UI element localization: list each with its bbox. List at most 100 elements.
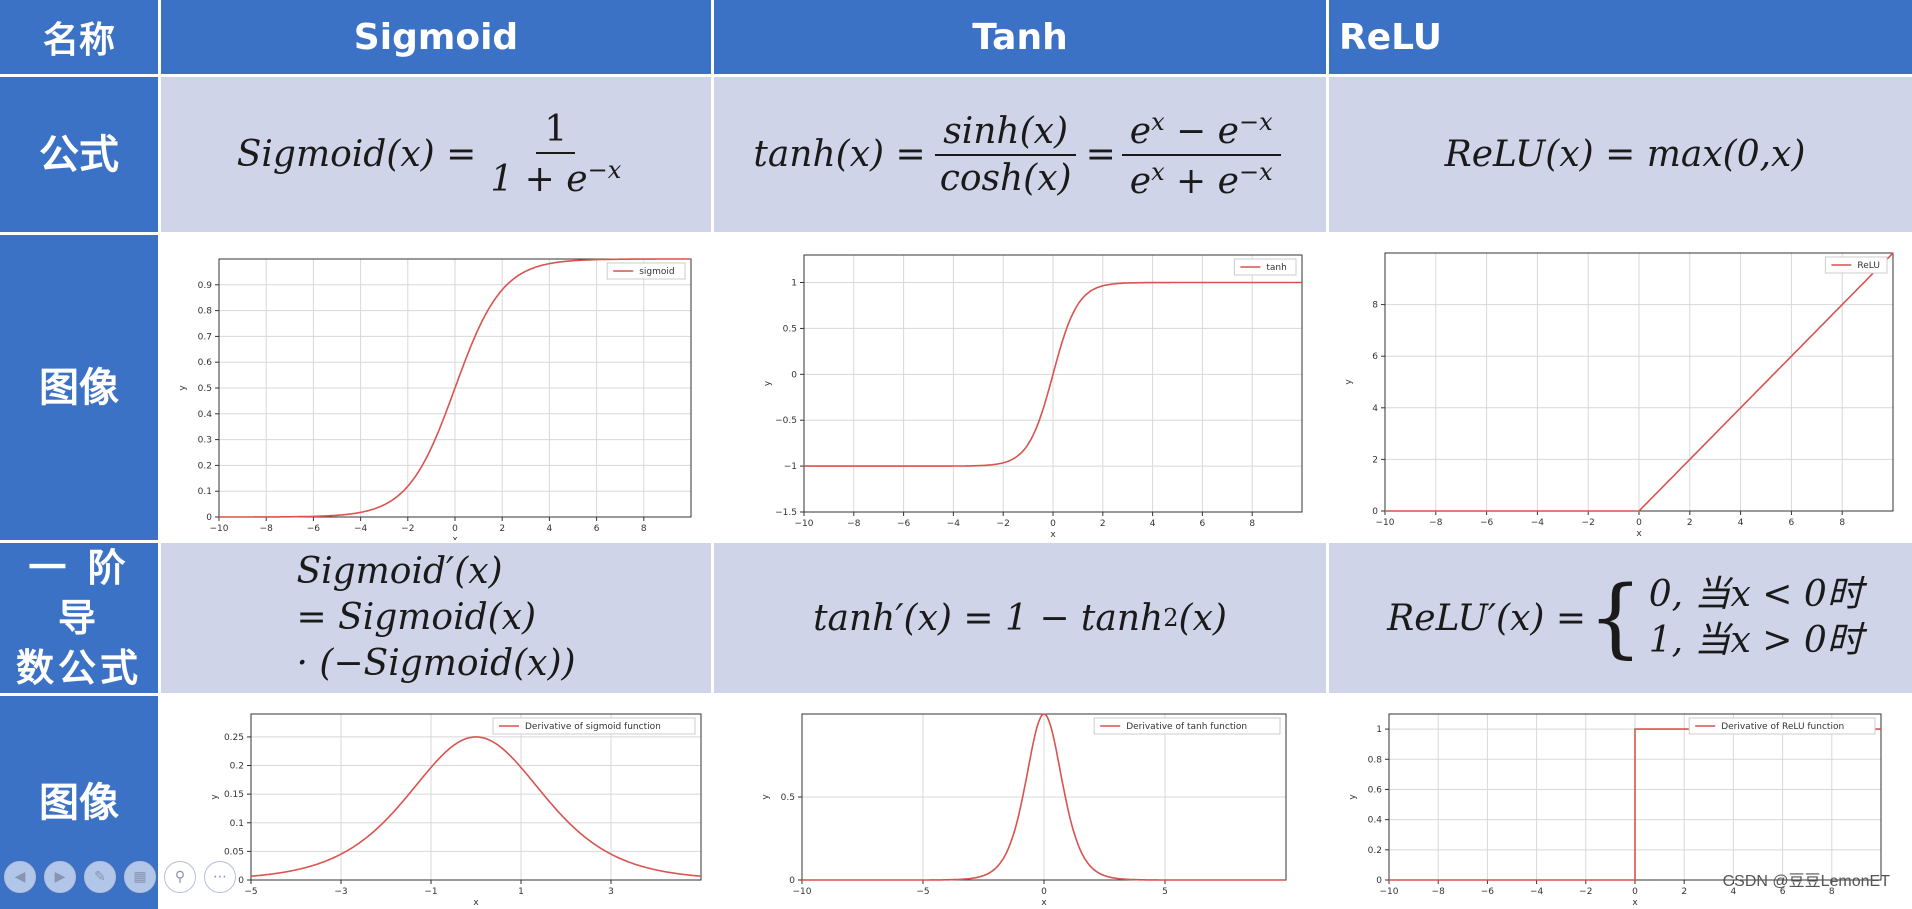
- y-axis-label: y: [763, 380, 773, 386]
- sigmoid-derivative-line2: = Sigmoid(x): [296, 595, 536, 641]
- x-tick-label: −10: [210, 524, 229, 534]
- relu-derivative-cases: 0, 当x < 0时 1, 当x > 0时: [1649, 572, 1863, 664]
- x-tick-label: 0: [452, 524, 458, 534]
- y-tick-label: 0.15: [224, 790, 244, 800]
- tanh-f2-den-a: e: [1130, 161, 1151, 202]
- y-tick-label: 0.6: [1368, 785, 1383, 795]
- tanh-f2-num-a: e: [1130, 111, 1151, 152]
- sigmoid-formula-denominator: 1 + e−x: [482, 154, 629, 200]
- tanh-f1-numerator: sinh(x): [935, 111, 1076, 156]
- y-tick-label: −0.5: [775, 416, 797, 426]
- x-tick-label: 1: [518, 887, 524, 897]
- y-tick-label: 0: [791, 370, 797, 380]
- sigmoid-den-base: 1 + e: [490, 159, 587, 200]
- row-label-derivative-line1: 一 阶 导: [0, 543, 158, 643]
- x-tick-label: −8: [1432, 887, 1446, 897]
- x-axis-label: x: [1636, 529, 1642, 539]
- zoom-button[interactable]: ⚲: [164, 861, 196, 893]
- x-tick-label: −10: [1376, 518, 1395, 528]
- row-label-formula: 公式: [0, 77, 158, 232]
- y-tick-label: 0.2: [198, 461, 212, 471]
- y-axis-label: y: [210, 794, 220, 800]
- x-tick-label: 2: [1100, 519, 1106, 529]
- pen-tool-button[interactable]: ✎: [84, 861, 116, 893]
- x-tick-label: 8: [641, 524, 647, 534]
- y-tick-label: 0: [789, 876, 795, 886]
- x-tick-label: 0: [1050, 519, 1056, 529]
- dsigmoid-curve: [251, 737, 701, 876]
- x-tick-label: −2: [401, 524, 414, 534]
- tanh-f2-num-b-exp: −x: [1239, 108, 1273, 136]
- x-tick-label: −4: [1531, 518, 1545, 528]
- relu-derivative-case1: 0, 当x < 0时: [1649, 572, 1863, 618]
- x-tick-label: −2: [1579, 887, 1592, 897]
- x-axis-label: x: [473, 898, 479, 908]
- relu-derivative-case2: 1, 当x > 0时: [1649, 618, 1863, 664]
- x-axis-label: x: [1632, 898, 1638, 908]
- y-tick-label: 0.1: [230, 819, 244, 829]
- row-label-derivative: 一 阶 导 数公式: [0, 543, 158, 693]
- x-tick-label: −5: [244, 887, 257, 897]
- y-tick-label: 6: [1372, 352, 1378, 362]
- sigmoid-formula-fraction: 1 1 + e−x: [482, 109, 629, 200]
- y-tick-label: 4: [1372, 404, 1378, 414]
- x-tick-label: 8: [1839, 518, 1845, 528]
- y-tick-label: 8: [1372, 301, 1378, 311]
- x-tick-label: −4: [354, 524, 368, 534]
- tanh-formula-equals: =: [1086, 134, 1116, 175]
- x-axis-label: x: [452, 535, 458, 540]
- y-tick-label: 0.5: [781, 793, 795, 803]
- y-axis-label: y: [761, 794, 771, 800]
- y-tick-label: 0.6: [198, 358, 213, 368]
- legend-label: Derivative of ReLU function: [1721, 722, 1844, 732]
- x-axis-label: x: [1050, 530, 1056, 540]
- x-tick-label: 2: [499, 524, 505, 534]
- x-tick-label: −4: [1530, 887, 1544, 897]
- tanh-formula: tanh(x) = sinh(x) cosh(x) = ex − e−x ex …: [714, 77, 1326, 232]
- x-tick-label: −6: [1481, 887, 1495, 897]
- slide-nav-bar: ◀ ▶ ✎ ▦ ⚲ ⋯: [4, 861, 236, 893]
- legend-label: Derivative of sigmoid function: [525, 722, 661, 732]
- x-tick-label: 6: [1200, 519, 1206, 529]
- more-options-button[interactable]: ⋯: [204, 861, 236, 893]
- header-name-cell: 名称: [0, 0, 158, 74]
- relu-formula-text: ReLU(x) = max(0,x): [1445, 134, 1806, 175]
- x-tick-label: −8: [260, 524, 274, 534]
- x-tick-label: 0: [1636, 518, 1642, 528]
- y-tick-label: 0.7: [198, 332, 212, 342]
- tanh-derivative-b: (x): [1179, 598, 1227, 639]
- x-tick-label: −8: [847, 519, 861, 529]
- tanh-f2-num-a-exp: x: [1151, 108, 1165, 136]
- y-tick-label: 2: [1372, 455, 1378, 465]
- y-tick-label: 0.8: [198, 307, 213, 317]
- previous-slide-button[interactable]: ◀: [4, 861, 36, 893]
- x-tick-label: 2: [1681, 887, 1687, 897]
- sigmoid-formula: Sigmoid(x) = 1 1 + e−x: [161, 77, 711, 232]
- next-slide-button[interactable]: ▶: [44, 861, 76, 893]
- x-tick-label: −3: [334, 887, 347, 897]
- x-tick-label: −10: [795, 519, 814, 529]
- tanh-derivative-exp: 2: [1163, 604, 1178, 632]
- tanh-f2-den-b: + e: [1165, 161, 1239, 202]
- x-tick-label: −2: [1582, 518, 1595, 528]
- x-tick-label: −6: [307, 524, 321, 534]
- slides-overview-button[interactable]: ▦: [124, 861, 156, 893]
- legend-label: tanh: [1266, 263, 1286, 273]
- tanh-f2-den-a-exp: x: [1151, 158, 1165, 186]
- legend-label: ReLU: [1857, 261, 1880, 271]
- x-axis-label: x: [1041, 898, 1047, 908]
- sigmoid-derivative-lines: Sigmoid′(x) = Sigmoid(x) · (−Sigmoid(x)): [296, 549, 575, 687]
- sigmoid-derivative-line1: Sigmoid′(x): [296, 549, 502, 595]
- drelu-curve: [1389, 729, 1881, 880]
- x-tick-label: 0: [1632, 887, 1638, 897]
- watermark: CSDN @豆豆LemonET: [1723, 867, 1890, 891]
